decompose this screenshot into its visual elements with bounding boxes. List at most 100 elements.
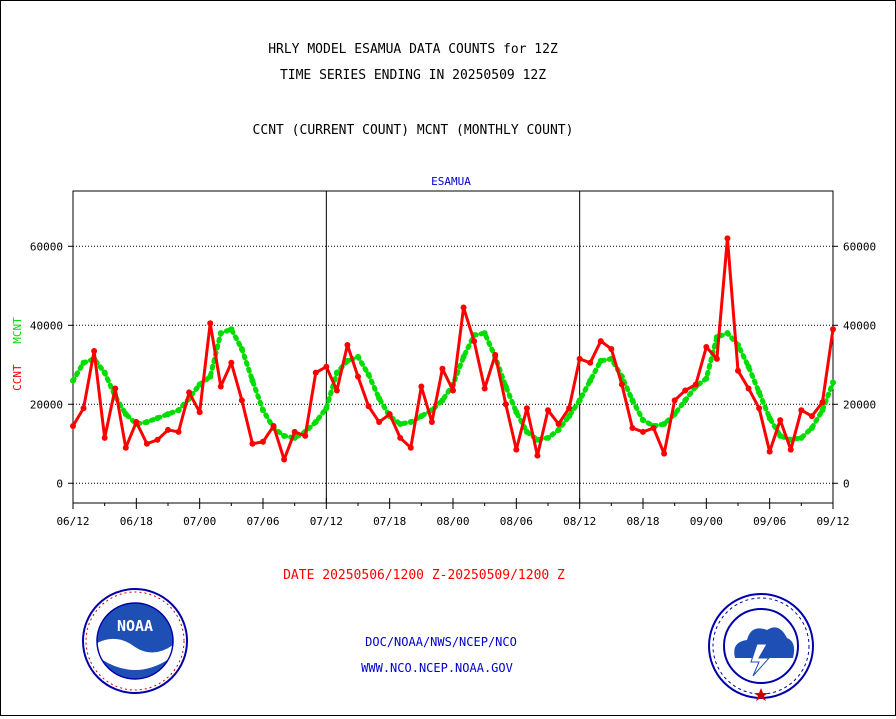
y-axis-label-ccnt: CCNT [11,364,24,391]
ccnt-point [365,403,372,410]
ccnt-point [428,419,435,426]
mcnt-point [80,359,87,366]
xtick-label: 07/12 [310,515,343,528]
ytick-label-left: 60000 [30,240,63,253]
mcnt-point [249,377,256,384]
ccnt-point [302,432,309,439]
mcnt-point [333,369,340,376]
ccnt-point [80,405,87,412]
mcnt-point [819,407,826,414]
ccnt-point [830,326,836,333]
ccnt-point [418,383,425,390]
mcnt-point [207,373,214,380]
header-line3: CCNT (CURRENT COUNT) MCNT (MONTHLY COUNT… [253,123,574,138]
ytick-label-left: 20000 [30,398,63,411]
y-axis-label: CCNT MCNT [11,317,24,391]
ccnt-point [217,383,224,390]
ccnt-point [70,422,76,429]
mcnt-point [481,330,488,337]
ccnt-point [523,405,530,412]
mcnt-point [777,432,784,439]
mcnt-point [281,432,288,439]
ccnt-point [481,385,488,392]
ytick-label-left: 40000 [30,319,63,332]
mcnt-point [724,330,731,337]
mcnt-point [682,397,689,404]
mcnt-point [756,389,763,396]
mcnt-point [365,371,372,378]
ytick-label-right: 20000 [843,398,876,411]
noaa-logo-text: NOAA [117,617,153,635]
ccnt-point [787,446,794,453]
ccnt-point [576,355,583,362]
mcnt-point [238,345,245,352]
mcnt-point [154,415,161,422]
mcnt-point [70,377,76,384]
mcnt-point [355,353,361,360]
mcnt-point [439,397,446,404]
ccnt-point [186,389,193,396]
ccnt-point [608,345,615,352]
mcnt-point [407,419,414,426]
mcnt-point [397,421,404,428]
ccnt-point [745,385,752,392]
ccnt-point [281,456,288,463]
ccnt-point [323,363,330,370]
mcnt-point [513,409,520,416]
mcnt-point [566,413,573,420]
series-layer [70,235,836,463]
ccnt-point [713,355,720,362]
ytick-label-right: 0 [843,477,850,490]
ccnt-point [312,369,319,376]
xtick-label: 08/06 [500,515,533,528]
ccnt-point [397,434,404,441]
xtick-label: 08/12 [563,515,596,528]
ccnt-point [777,417,784,424]
ccnt-point [249,440,256,447]
mcnt-point [312,419,319,426]
mcnt-point [344,357,351,364]
xtick-label: 06/18 [120,515,153,528]
mcnt-point [460,353,467,360]
footer-org-text: DOC/NOAA/NWS/NCEP/NCO [365,635,517,649]
mcnt-point [766,415,773,422]
ccnt-point [386,411,393,418]
mcnt-point [597,357,604,364]
xtick-label: 09/00 [690,515,723,528]
ccnt-point [640,428,646,435]
xtick-label: 08/18 [626,515,659,528]
mcnt-point [523,428,530,435]
header-line1: HRLY MODEL ESAMUA DATA COUNTS for 12Z [268,42,558,57]
mcnt-point [228,326,235,333]
ccnt-point [407,444,414,451]
mcnt-point [703,375,710,382]
ccnt-point [101,434,108,441]
ytick-label-right: 40000 [843,319,876,332]
ccnt-point [207,320,214,327]
mcnt-point [745,363,752,370]
ccnt-point [597,338,604,345]
ccnt-point [766,448,773,455]
mcnt-point [165,411,171,418]
xtick-label: 09/12 [816,515,849,528]
nws-logo [708,593,814,701]
ccnt-point [333,387,340,394]
ccnt-point [471,338,478,345]
xtick-label: 06/12 [56,515,89,528]
ccnt-point [682,387,689,394]
xtick-label: 07/18 [373,515,406,528]
header-line2: TIME SERIES ENDING IN 20250509 12Z [280,68,546,83]
ccnt-point [260,438,266,445]
ccnt-point [133,419,140,426]
footer-url-link[interactable]: WWW.NCO.NCEP.NOAA.GOV [361,661,513,675]
xtick-label: 08/00 [436,515,469,528]
mcnt-point [101,369,108,376]
mcnt-point [587,377,594,384]
xtick-label: 07/00 [183,515,216,528]
mcnt-point [260,407,266,414]
mcnt-point [196,381,203,388]
ccnt-point [566,405,573,412]
ccnt-point [735,367,741,374]
